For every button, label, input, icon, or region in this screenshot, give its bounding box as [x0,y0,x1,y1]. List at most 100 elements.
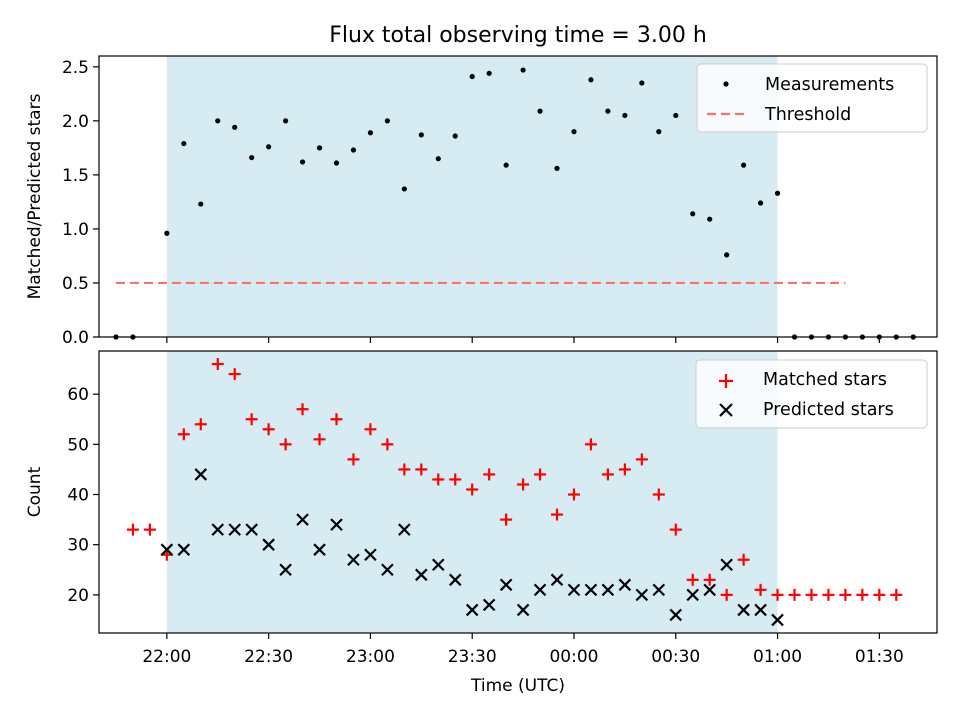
top-x-ticks [166,337,880,343]
matched-point [466,483,479,496]
measurement-point [520,67,526,73]
top-axes-frame [98,55,938,338]
matched-point [584,438,597,451]
predicted-point [550,573,564,587]
measurement-point [639,80,645,86]
matched-point [381,438,394,451]
bottom-x-axis: 22:00 22:30 23:00 23:30 00:00 00:30 01:00 01:30 [142,633,904,667]
x-tick-label: 22:00 [142,647,191,667]
bottom-axes-frame [98,350,938,634]
measurement-point [622,112,628,119]
measurement-point [232,124,238,130]
predicted-point [194,468,208,481]
top-y-tick-label: 0.0 [62,328,89,348]
predicted-stars-series [160,468,784,627]
predicted-point [279,563,292,577]
top-y-tick-label: 1.0 [62,220,89,240]
predicted-point [415,568,428,582]
bottom-panel: 20 30 40 50 60 22:00 22:30 23:00 23:30 00:00 00:3… [25,350,938,696]
matched-point [703,573,716,586]
measurement-point [367,130,374,136]
measurement-point [486,70,492,76]
predicted-point [364,548,377,562]
predicted-point [516,603,530,617]
matched-point [228,368,241,381]
measurement-point [418,132,424,138]
measurement-point [181,140,187,147]
matched-point [449,473,462,486]
predicted-point [211,523,225,536]
matched-point [805,588,818,601]
matched-point [771,588,784,601]
predicted-point [398,523,411,536]
predicted-point [160,543,174,556]
measurement-point [198,201,204,207]
measurement-point [350,147,357,153]
measurement-point [741,162,747,168]
legend-matched-label: Matched stars [763,370,887,390]
x-tick-label: 01:30 [855,647,904,667]
matched-point [415,463,428,476]
measurement-point [690,211,696,217]
predicted-point [499,578,513,592]
matched-point [347,453,360,466]
bottom-legend-box [695,359,928,429]
predicted-point [652,583,666,597]
predicted-point [347,553,360,567]
measurement-point [384,118,390,124]
matched-point [126,523,139,536]
matched-point [788,588,801,601]
matched-point [500,513,513,526]
matched-point [330,413,343,426]
x-tick-label: 23:30 [448,647,497,667]
measurement-point [554,165,560,171]
bottom-legend: Matched stars Predicted stars [695,359,928,429]
matched-point [601,468,614,481]
predicted-point [601,583,615,597]
measurement-point [724,252,730,258]
predicted-point [737,603,750,617]
matched-point [822,588,835,601]
bottom-y-tick-label: 20 [67,586,89,606]
top-y-tick-label: 0.5 [62,274,89,294]
matched-point [754,583,767,596]
top-y-axis: 0.0 0.5 1.0 1.5 2.0 2.5 [62,58,99,348]
legend-threshold-label: Threshold [764,105,851,125]
measurement-point [215,118,221,124]
matched-point [652,488,665,501]
matched-point [686,573,699,586]
measurement-point [299,159,306,165]
bottom-y-tick-label: 50 [67,435,89,455]
predicted-point [567,583,581,597]
measurement-point [656,129,662,135]
measurement-point [316,145,323,151]
bottom-y-axis: 20 30 40 50 60 [67,385,99,606]
measurement-point [673,112,679,119]
measurement-point [282,118,289,124]
legend-measurements-marker [723,81,729,87]
matched-point [873,588,886,601]
measurement-point [435,156,441,162]
measurement-point [249,154,255,161]
measurement-point [537,108,543,114]
measurement-point [757,200,764,206]
predicted-point [686,588,700,602]
predicted-point [618,578,632,592]
matched-point [618,463,631,476]
predicted-point [431,558,445,572]
predicted-point [465,603,479,617]
matched-point [483,468,496,481]
top-y-axis-label: Matched/Predicted stars [25,93,45,299]
matched-point [262,423,275,436]
matched-point [890,588,903,601]
measurements-series [113,67,916,340]
chart-title: Flux total observing time = 3.00 h [329,23,707,48]
measurement-point [774,190,781,196]
predicted-point [296,513,309,526]
matched-point [364,423,377,436]
predicted-point [584,583,598,597]
predicted-point [381,563,394,577]
matched-point [194,418,207,431]
bottom-y-tick-label: 60 [67,385,89,405]
measurement-point [333,160,340,166]
